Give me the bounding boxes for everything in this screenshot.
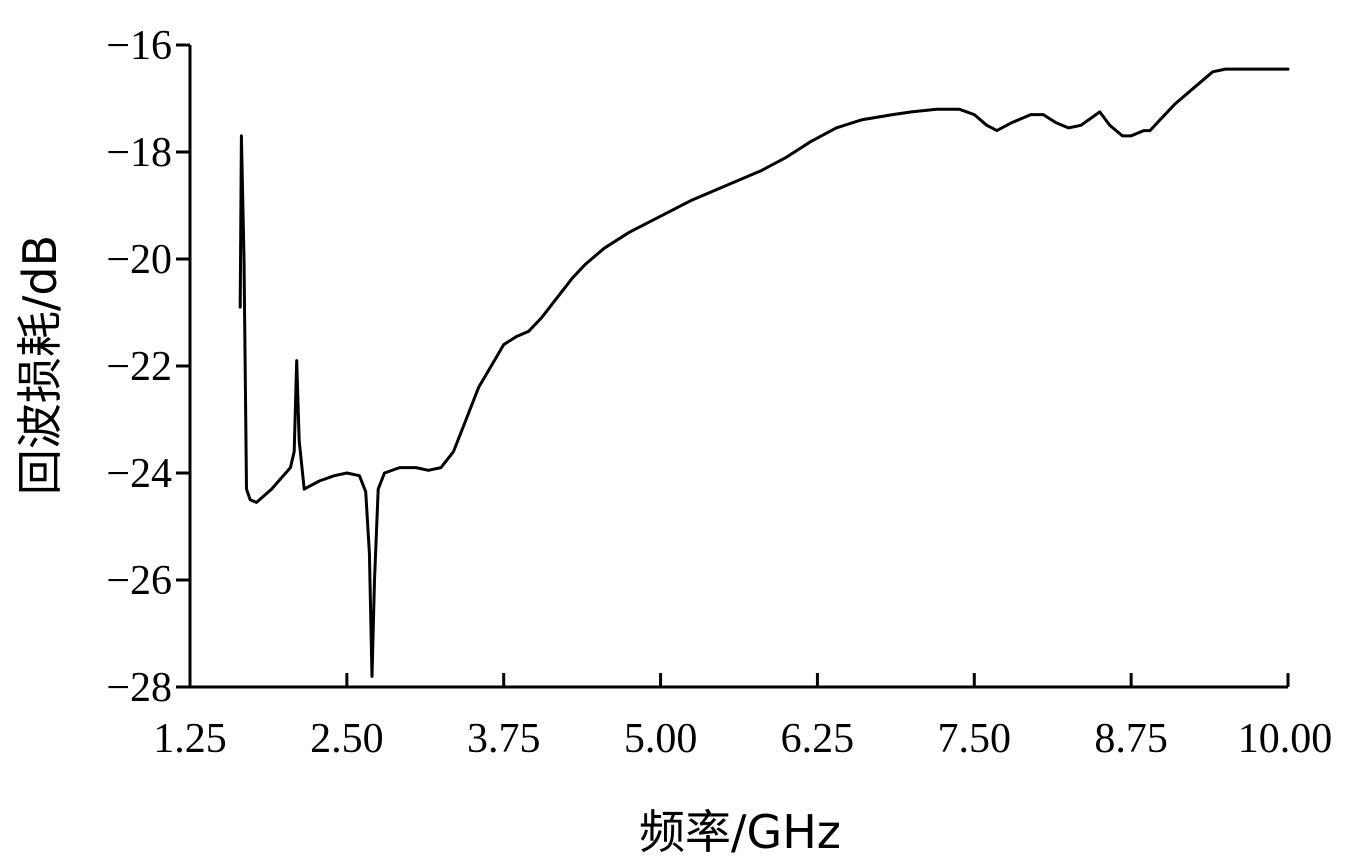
x-tick-label: 7.50 <box>938 716 1012 762</box>
y-tick-label: −28 <box>106 665 172 711</box>
y-tick-label: −24 <box>106 451 172 497</box>
x-tick-label: 3.75 <box>467 716 541 762</box>
y-tick-label: −20 <box>106 237 172 283</box>
x-tick-label: 8.75 <box>1094 716 1168 762</box>
y-ticks: −16 −18 −20 −22 −24 −26 −28 <box>106 23 190 711</box>
x-tick-label: 6.25 <box>781 716 855 762</box>
series-group <box>238 67 1290 678</box>
y-tick-label: −18 <box>106 130 172 176</box>
y-tick-label: −22 <box>106 344 172 390</box>
y-tick-label: −26 <box>106 558 172 604</box>
x-tick-label: 5.00 <box>624 716 698 762</box>
x-axis-title: 频率/GHz <box>639 805 841 859</box>
x-tick-label: 1.25 <box>153 716 227 762</box>
x-tick-label: 10.00 <box>1238 716 1333 762</box>
series-line <box>238 67 1290 678</box>
x-ticks: 1.25 2.50 3.75 5.00 6.25 7.50 8.75 10.00 <box>153 673 1332 762</box>
y-tick-label: −16 <box>106 23 172 69</box>
x-tick-label: 2.50 <box>310 716 384 762</box>
y-axis-title: 回波损耗/dB <box>13 235 67 495</box>
